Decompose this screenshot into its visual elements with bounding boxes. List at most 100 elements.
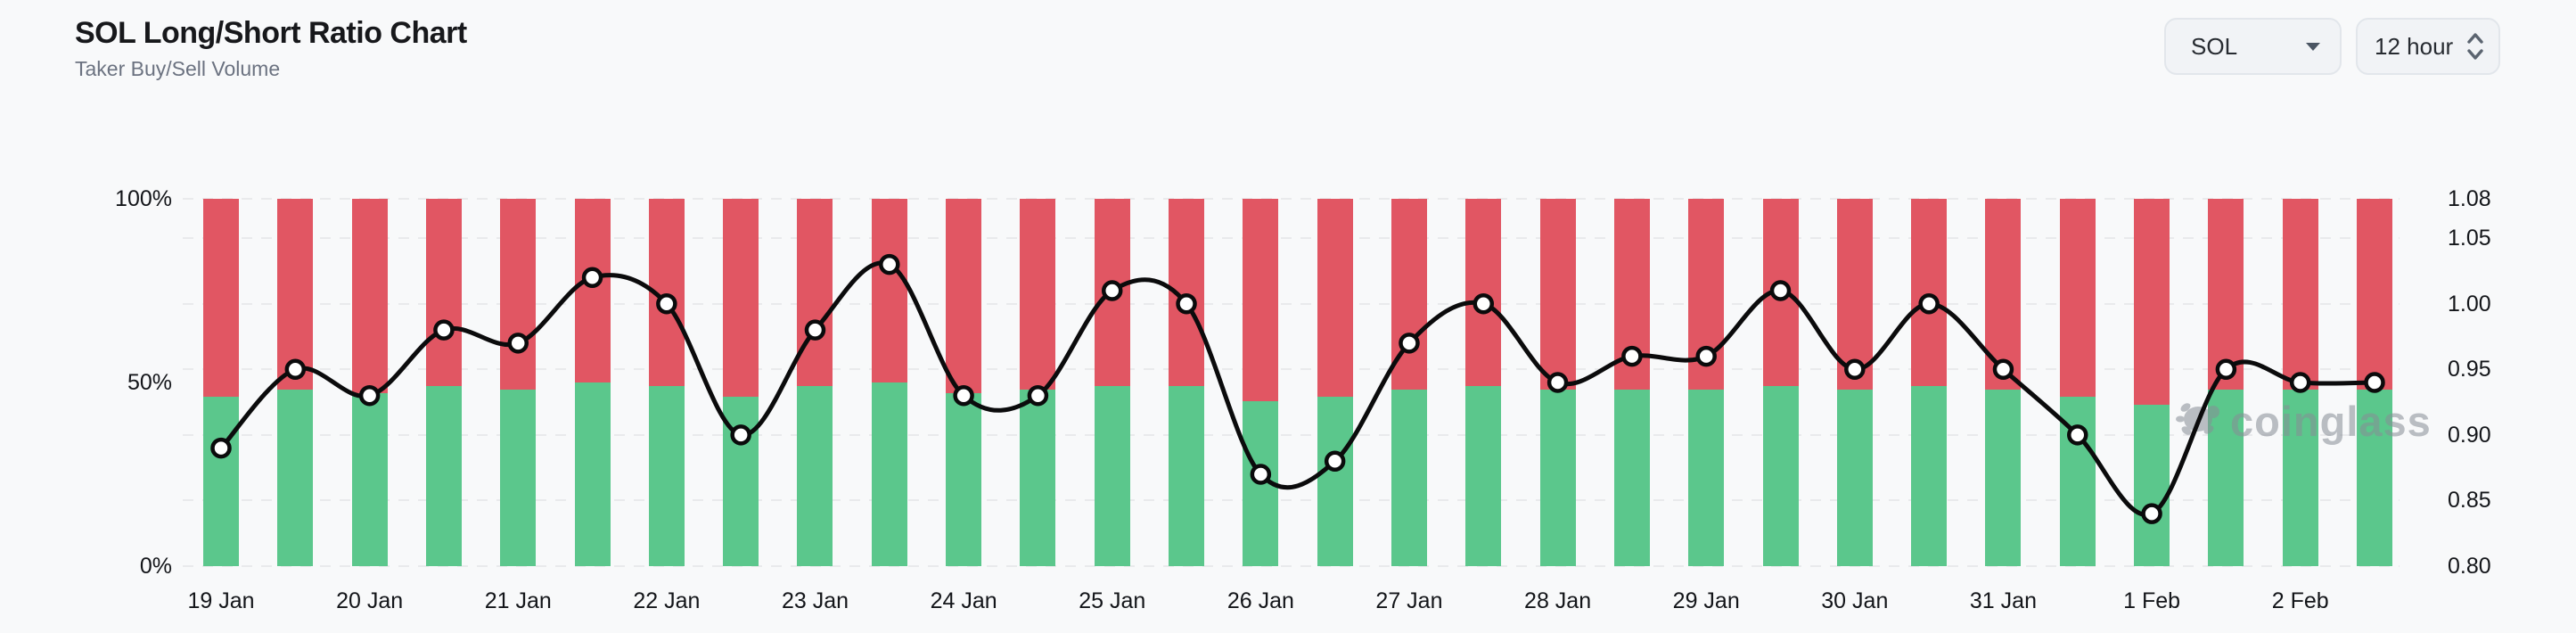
sell-bar-segment[interactable] xyxy=(2208,199,2244,390)
buy-bar-segment[interactable] xyxy=(946,393,982,566)
sell-bar-segment[interactable] xyxy=(1911,199,1948,387)
ratio-point[interactable] xyxy=(1992,358,2014,381)
ratio-point[interactable] xyxy=(2141,503,2162,524)
buy-bar-segment[interactable] xyxy=(500,390,537,566)
ratio-point[interactable] xyxy=(1769,280,1792,301)
bar-group[interactable] xyxy=(574,199,611,566)
sell-bar-segment[interactable] xyxy=(1836,199,1873,390)
ratio-point[interactable] xyxy=(1176,292,1197,315)
ratio-point[interactable] xyxy=(1918,292,1940,315)
sell-bar-segment[interactable] xyxy=(351,199,388,394)
buy-bar-segment[interactable] xyxy=(1317,397,1353,566)
buy-bar-segment[interactable] xyxy=(1762,386,1799,566)
ratio-point[interactable] xyxy=(358,384,381,407)
buy-bar-segment[interactable] xyxy=(2282,390,2318,566)
sell-bar-segment[interactable] xyxy=(277,199,314,390)
buy-bar-segment[interactable] xyxy=(351,393,388,566)
ratio-point[interactable] xyxy=(730,424,751,446)
sell-bar-segment[interactable] xyxy=(723,199,759,398)
sell-bar-segment[interactable] xyxy=(1243,199,1279,401)
interval-select[interactable]: 12 hour xyxy=(2356,18,2500,75)
buy-bar-segment[interactable] xyxy=(1613,390,1650,566)
bar-group[interactable] xyxy=(2134,199,2170,566)
sell-bar-segment[interactable] xyxy=(2134,199,2170,405)
sell-bar-segment[interactable] xyxy=(1539,199,1576,390)
buy-bar-segment[interactable] xyxy=(1836,390,1873,566)
ratio-point[interactable] xyxy=(879,253,900,275)
buy-bar-segment[interactable] xyxy=(574,382,611,566)
sell-bar-segment[interactable] xyxy=(2282,199,2318,390)
sell-bar-segment[interactable] xyxy=(500,199,537,390)
buy-bar-segment[interactable] xyxy=(797,386,833,566)
sell-bar-segment[interactable] xyxy=(2059,199,2096,398)
sell-bar-segment[interactable] xyxy=(1317,199,1353,398)
buy-bar-segment[interactable] xyxy=(871,382,907,566)
bar-group[interactable] xyxy=(1169,199,1205,566)
ratio-point[interactable] xyxy=(1473,292,1495,315)
bar-group[interactable] xyxy=(1020,199,1056,566)
ratio-point[interactable] xyxy=(1027,384,1049,407)
bar-group[interactable] xyxy=(2282,199,2318,566)
buy-bar-segment[interactable] xyxy=(648,386,685,566)
ratio-point[interactable] xyxy=(1324,450,1346,473)
bar-group[interactable] xyxy=(871,199,907,566)
buy-bar-segment[interactable] xyxy=(1688,390,1725,566)
ratio-point[interactable] xyxy=(953,384,974,407)
plot-area[interactable] xyxy=(183,198,2400,567)
ratio-point[interactable] xyxy=(1546,372,1569,393)
sell-bar-segment[interactable] xyxy=(203,199,239,398)
ratio-point[interactable] xyxy=(210,437,232,459)
buy-bar-segment[interactable] xyxy=(1985,390,2022,566)
ratio-point[interactable] xyxy=(1399,333,1420,354)
sell-bar-segment[interactable] xyxy=(2356,199,2392,390)
buy-bar-segment[interactable] xyxy=(1169,386,1205,566)
sell-bar-segment[interactable] xyxy=(425,199,462,387)
bar-group[interactable] xyxy=(1094,199,1130,566)
ratio-point[interactable] xyxy=(2067,424,2088,446)
sell-bar-segment[interactable] xyxy=(1020,199,1056,390)
bar-group[interactable] xyxy=(351,199,388,566)
bar-group[interactable] xyxy=(1465,199,1502,566)
ratio-point[interactable] xyxy=(1250,464,1272,485)
buy-bar-segment[interactable] xyxy=(1911,386,1948,566)
ratio-point[interactable] xyxy=(1101,280,1123,301)
ratio-point[interactable] xyxy=(2364,372,2385,393)
ratio-point[interactable] xyxy=(507,333,529,354)
ratio-point[interactable] xyxy=(433,319,455,341)
ratio-point[interactable] xyxy=(581,267,603,289)
buy-bar-segment[interactable] xyxy=(277,390,314,566)
buy-bar-segment[interactable] xyxy=(2208,390,2244,566)
buy-bar-segment[interactable] xyxy=(2134,404,2170,566)
ratio-point[interactable] xyxy=(2289,372,2311,393)
ratio-point[interactable] xyxy=(1695,345,1717,367)
bar-group[interactable] xyxy=(1317,199,1353,566)
bar-group[interactable] xyxy=(1539,199,1576,566)
ratio-point[interactable] xyxy=(2215,358,2237,381)
sell-bar-segment[interactable] xyxy=(871,199,907,382)
bar-group[interactable] xyxy=(1836,199,1873,566)
bar-group[interactable] xyxy=(2208,199,2244,566)
ratio-point[interactable] xyxy=(1844,358,1866,381)
bar-group[interactable] xyxy=(203,199,239,566)
buy-bar-segment[interactable] xyxy=(1020,390,1056,566)
buy-bar-segment[interactable] xyxy=(1465,386,1502,566)
bar-group[interactable] xyxy=(797,199,833,566)
symbol-select[interactable]: SOL xyxy=(2164,18,2342,75)
buy-bar-segment[interactable] xyxy=(203,397,239,566)
bar-group[interactable] xyxy=(946,199,982,566)
bar-group[interactable] xyxy=(1911,199,1948,566)
bar-group[interactable] xyxy=(277,199,314,566)
ratio-point[interactable] xyxy=(804,319,826,341)
ratio-point[interactable] xyxy=(1621,345,1643,367)
bar-group[interactable] xyxy=(425,199,462,566)
buy-bar-segment[interactable] xyxy=(2356,390,2392,566)
buy-bar-segment[interactable] xyxy=(425,386,462,566)
buy-bar-segment[interactable] xyxy=(1094,386,1130,566)
sell-bar-segment[interactable] xyxy=(574,199,611,382)
buy-bar-segment[interactable] xyxy=(1539,390,1576,566)
buy-bar-segment[interactable] xyxy=(1391,390,1427,566)
bar-group[interactable] xyxy=(2356,199,2392,566)
ratio-point[interactable] xyxy=(656,292,677,315)
sell-bar-segment[interactable] xyxy=(797,199,833,387)
sell-bar-segment[interactable] xyxy=(1465,199,1502,387)
